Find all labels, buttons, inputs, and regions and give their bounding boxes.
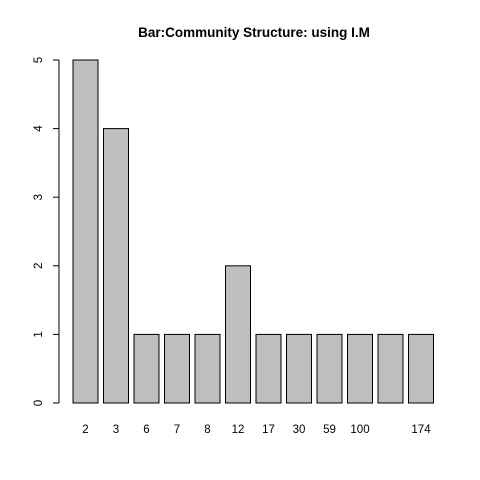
x-tick-label: 59 — [323, 424, 336, 436]
y-tick-label: 2 — [33, 263, 45, 269]
y-axis: 0 1 2 3 4 5 — [33, 57, 59, 406]
x-tick-label: 12 — [232, 424, 245, 436]
bar — [133, 333, 160, 404]
x-tick-label: 3 — [113, 424, 119, 436]
x-tick-label: 100 — [350, 424, 369, 436]
bar — [286, 333, 312, 404]
bar — [164, 333, 190, 404]
bar — [72, 59, 99, 404]
bar — [347, 333, 373, 404]
x-tick-label: 6 — [143, 424, 149, 436]
y-tick-label: 5 — [33, 57, 45, 63]
x-tick-label: 17 — [262, 424, 275, 436]
bar — [225, 265, 251, 404]
bars — [72, 59, 434, 404]
bar — [316, 333, 343, 404]
bar — [255, 333, 282, 404]
y-tick-label: 1 — [33, 331, 45, 337]
x-axis-labels: 2 3 6 7 8 12 17 30 59 100 174 — [82, 424, 431, 436]
y-tick-label: 0 — [33, 400, 45, 406]
x-tick-label: 2 — [82, 424, 88, 436]
bar — [103, 128, 129, 404]
bar — [377, 333, 404, 404]
y-tick-label: 4 — [33, 125, 45, 132]
bar — [408, 333, 434, 404]
x-tick-label: 30 — [293, 424, 306, 436]
x-tick-label: 8 — [204, 424, 210, 436]
y-tick-label: 3 — [33, 194, 45, 200]
x-tick-label: 7 — [174, 424, 180, 436]
chart-title: Bar:Community Structure: using I.M — [138, 25, 370, 40]
bar — [194, 333, 221, 404]
x-tick-label: 174 — [411, 424, 431, 436]
